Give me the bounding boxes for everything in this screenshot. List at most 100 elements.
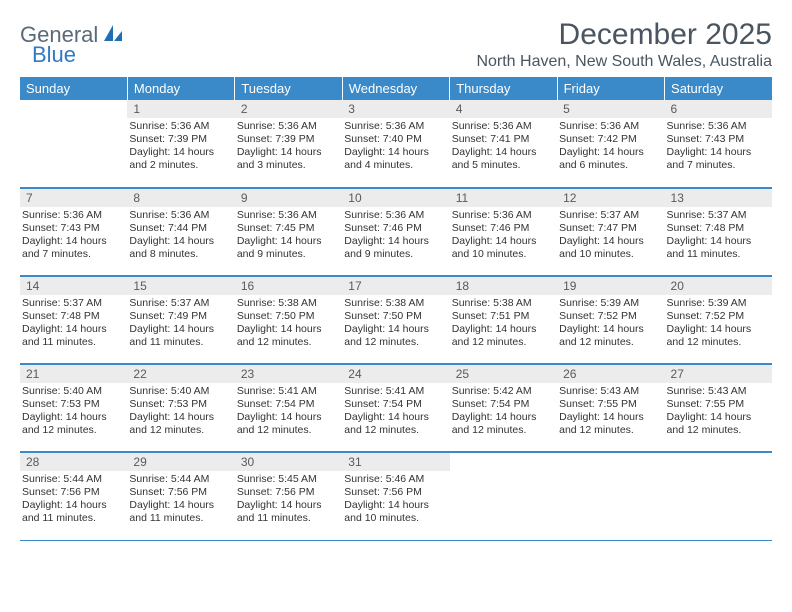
sunrise-text: Sunrise: 5:43 AM (667, 385, 768, 398)
daylight-text: Daylight: 14 hours and 4 minutes. (344, 146, 445, 172)
day-details: Sunrise: 5:36 AMSunset: 7:46 PMDaylight:… (342, 207, 449, 264)
sunset-text: Sunset: 7:42 PM (559, 133, 660, 146)
calendar-day-cell: 18Sunrise: 5:38 AMSunset: 7:51 PMDayligh… (450, 276, 557, 364)
calendar-week-row: 14Sunrise: 5:37 AMSunset: 7:48 PMDayligh… (20, 276, 772, 364)
weekday-header: Sunday (20, 77, 127, 100)
sunrise-text: Sunrise: 5:36 AM (237, 120, 338, 133)
daylight-text: Daylight: 14 hours and 9 minutes. (344, 235, 445, 261)
day-number: 20 (665, 277, 772, 295)
weekday-header: Wednesday (342, 77, 449, 100)
sunset-text: Sunset: 7:39 PM (237, 133, 338, 146)
calendar-day-cell: 28Sunrise: 5:44 AMSunset: 7:56 PMDayligh… (20, 452, 127, 540)
day-number: 5 (557, 100, 664, 118)
sunset-text: Sunset: 7:51 PM (452, 310, 553, 323)
day-details: Sunrise: 5:38 AMSunset: 7:51 PMDaylight:… (450, 295, 557, 352)
sunset-text: Sunset: 7:52 PM (667, 310, 768, 323)
day-number: 16 (235, 277, 342, 295)
daylight-text: Daylight: 14 hours and 11 minutes. (22, 323, 123, 349)
calendar-day-cell (20, 100, 127, 188)
day-number: 14 (20, 277, 127, 295)
sunrise-text: Sunrise: 5:38 AM (452, 297, 553, 310)
daylight-text: Daylight: 14 hours and 12 minutes. (237, 323, 338, 349)
day-details: Sunrise: 5:37 AMSunset: 7:48 PMDaylight:… (665, 207, 772, 264)
calendar-table: SundayMondayTuesdayWednesdayThursdayFrid… (20, 77, 772, 541)
sunrise-text: Sunrise: 5:39 AM (667, 297, 768, 310)
calendar-day-cell (450, 452, 557, 540)
sunrise-text: Sunrise: 5:37 AM (667, 209, 768, 222)
day-details: Sunrise: 5:36 AMSunset: 7:45 PMDaylight:… (235, 207, 342, 264)
calendar-day-cell: 31Sunrise: 5:46 AMSunset: 7:56 PMDayligh… (342, 452, 449, 540)
weekday-header: Saturday (665, 77, 772, 100)
calendar-day-cell: 21Sunrise: 5:40 AMSunset: 7:53 PMDayligh… (20, 364, 127, 452)
calendar-body: 1Sunrise: 5:36 AMSunset: 7:39 PMDaylight… (20, 100, 772, 540)
title-block: December 2025 North Haven, New South Wal… (476, 18, 772, 71)
calendar-day-cell: 11Sunrise: 5:36 AMSunset: 7:46 PMDayligh… (450, 188, 557, 276)
day-number: 31 (342, 453, 449, 471)
calendar-week-row: 21Sunrise: 5:40 AMSunset: 7:53 PMDayligh… (20, 364, 772, 452)
weekday-header: Monday (127, 77, 234, 100)
daylight-text: Daylight: 14 hours and 11 minutes. (129, 499, 230, 525)
calendar-page: General Blue December 2025 North Haven, … (0, 0, 792, 612)
weekday-header: Friday (557, 77, 664, 100)
brand-logo: General Blue (20, 18, 126, 48)
calendar-day-cell: 4Sunrise: 5:36 AMSunset: 7:41 PMDaylight… (450, 100, 557, 188)
day-number: 23 (235, 365, 342, 383)
calendar-day-cell: 25Sunrise: 5:42 AMSunset: 7:54 PMDayligh… (450, 364, 557, 452)
sunset-text: Sunset: 7:50 PM (344, 310, 445, 323)
sunrise-text: Sunrise: 5:36 AM (22, 209, 123, 222)
sunset-text: Sunset: 7:49 PM (129, 310, 230, 323)
sunrise-text: Sunrise: 5:36 AM (237, 209, 338, 222)
daylight-text: Daylight: 14 hours and 12 minutes. (452, 323, 553, 349)
calendar-day-cell (557, 452, 664, 540)
month-title: December 2025 (476, 18, 772, 51)
sunrise-text: Sunrise: 5:45 AM (237, 473, 338, 486)
daylight-text: Daylight: 14 hours and 12 minutes. (667, 323, 768, 349)
sunset-text: Sunset: 7:48 PM (667, 222, 768, 235)
brand-text-blue: Blue (32, 42, 76, 68)
day-details: Sunrise: 5:36 AMSunset: 7:43 PMDaylight:… (20, 207, 127, 264)
sunset-text: Sunset: 7:56 PM (129, 486, 230, 499)
calendar-day-cell: 6Sunrise: 5:36 AMSunset: 7:43 PMDaylight… (665, 100, 772, 188)
calendar-day-cell: 8Sunrise: 5:36 AMSunset: 7:44 PMDaylight… (127, 188, 234, 276)
day-number: 12 (557, 189, 664, 207)
calendar-day-cell: 19Sunrise: 5:39 AMSunset: 7:52 PMDayligh… (557, 276, 664, 364)
day-number: 19 (557, 277, 664, 295)
sunrise-text: Sunrise: 5:36 AM (667, 120, 768, 133)
sunrise-text: Sunrise: 5:42 AM (452, 385, 553, 398)
sunset-text: Sunset: 7:43 PM (22, 222, 123, 235)
day-number: 10 (342, 189, 449, 207)
calendar-day-cell: 30Sunrise: 5:45 AMSunset: 7:56 PMDayligh… (235, 452, 342, 540)
day-number: 13 (665, 189, 772, 207)
daylight-text: Daylight: 14 hours and 5 minutes. (452, 146, 553, 172)
sunset-text: Sunset: 7:43 PM (667, 133, 768, 146)
location-text: North Haven, New South Wales, Australia (476, 53, 772, 71)
day-details: Sunrise: 5:40 AMSunset: 7:53 PMDaylight:… (20, 383, 127, 440)
day-number: 7 (20, 189, 127, 207)
day-details: Sunrise: 5:39 AMSunset: 7:52 PMDaylight:… (557, 295, 664, 352)
calendar-day-cell: 13Sunrise: 5:37 AMSunset: 7:48 PMDayligh… (665, 188, 772, 276)
sunset-text: Sunset: 7:40 PM (344, 133, 445, 146)
day-number: 6 (665, 100, 772, 118)
calendar-day-cell: 27Sunrise: 5:43 AMSunset: 7:55 PMDayligh… (665, 364, 772, 452)
daylight-text: Daylight: 14 hours and 11 minutes. (22, 499, 123, 525)
sunset-text: Sunset: 7:54 PM (237, 398, 338, 411)
calendar-day-cell: 20 Sunrise: 5:39 AMSunset: 7:52 PMDayligh… (665, 276, 772, 364)
sunset-text: Sunset: 7:39 PM (129, 133, 230, 146)
sunrise-text: Sunrise: 5:38 AM (237, 297, 338, 310)
sunset-text: Sunset: 7:52 PM (559, 310, 660, 323)
day-number: 2 (235, 100, 342, 118)
sunset-text: Sunset: 7:55 PM (559, 398, 660, 411)
daylight-text: Daylight: 14 hours and 3 minutes. (237, 146, 338, 172)
sunrise-text: Sunrise: 5:36 AM (344, 120, 445, 133)
sunset-text: Sunset: 7:56 PM (237, 486, 338, 499)
sunset-text: Sunset: 7:48 PM (22, 310, 123, 323)
day-details: Sunrise: 5:38 AMSunset: 7:50 PMDaylight:… (342, 295, 449, 352)
day-number: 27 (665, 365, 772, 383)
day-details: Sunrise: 5:37 AMSunset: 7:49 PMDaylight:… (127, 295, 234, 352)
day-details: Sunrise: 5:37 AMSunset: 7:48 PMDaylight:… (20, 295, 127, 352)
calendar-day-cell: 7Sunrise: 5:36 AMSunset: 7:43 PMDaylight… (20, 188, 127, 276)
calendar-day-cell: 16Sunrise: 5:38 AMSunset: 7:50 PMDayligh… (235, 276, 342, 364)
calendar-day-cell: 26Sunrise: 5:43 AMSunset: 7:55 PMDayligh… (557, 364, 664, 452)
day-number: 18 (450, 277, 557, 295)
day-number: 28 (20, 453, 127, 471)
